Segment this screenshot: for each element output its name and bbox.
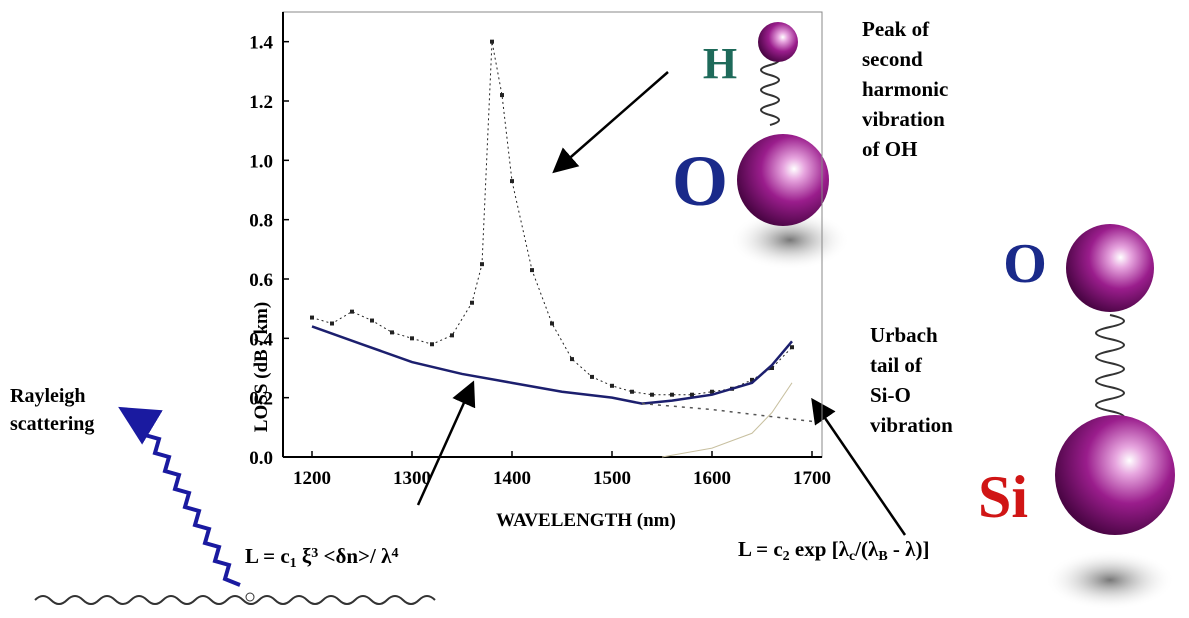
- x-tick-label: 1200: [293, 468, 331, 489]
- data-point: [480, 262, 484, 266]
- annotation-line: scattering: [10, 413, 94, 435]
- data-point: [330, 322, 334, 326]
- data-point: [590, 375, 594, 379]
- data-point: [630, 390, 634, 394]
- scatter-wave: [125, 411, 240, 585]
- atom-label: H: [703, 39, 737, 88]
- data-point: [610, 384, 614, 388]
- y-tick-label: 1.2: [249, 92, 273, 113]
- data-point: [350, 310, 354, 314]
- annotation-line: of OH: [862, 137, 917, 161]
- data-point: [500, 93, 504, 97]
- scatter-center: [246, 593, 254, 601]
- atom-label: O: [672, 141, 728, 221]
- y-axis-label: LOSS (dB / km): [251, 302, 272, 432]
- formula-part: B: [878, 549, 887, 564]
- formula-part: exp [λ: [790, 537, 850, 561]
- x-tick-label: 1300: [393, 468, 431, 489]
- y-tick-label: 0.8: [249, 211, 273, 232]
- formula: L = c2 exp [λc/(λB - λ)]: [738, 537, 929, 564]
- data-point: [510, 179, 514, 183]
- annotation-line: tail of: [870, 353, 923, 377]
- data-point: [530, 268, 534, 272]
- data-point: [410, 336, 414, 340]
- series-line: [642, 404, 812, 422]
- annotation-line: Peak of: [862, 17, 930, 41]
- figure: H O O Si LOSS (dB / km) WAVELENGTH (nm) …: [0, 0, 1189, 618]
- formula-part: 2: [783, 549, 790, 564]
- x-tick-label: 1400: [493, 468, 531, 489]
- data-point: [570, 357, 574, 361]
- y-tick-label: 1.0: [249, 151, 273, 172]
- formula-part: 1: [290, 556, 297, 571]
- annotation-line: second: [862, 47, 923, 71]
- data-point: [430, 342, 434, 346]
- data-point: [550, 322, 554, 326]
- oh-molecule: [730, 22, 850, 270]
- series-line: [312, 326, 792, 403]
- data-point: [310, 316, 314, 320]
- y-tick-label: 1.4: [249, 33, 273, 54]
- annotation-line: vibration: [862, 107, 945, 131]
- annotation-line: Rayleigh: [10, 385, 86, 407]
- x-tick-label: 1700: [793, 468, 831, 489]
- formula-part: - λ)]: [888, 537, 930, 561]
- data-point: [790, 345, 794, 349]
- formula-part: ξ: [297, 544, 312, 568]
- data-point: [470, 301, 474, 305]
- formula-part: 3: [311, 546, 318, 561]
- annotation-line: harmonic: [862, 77, 948, 101]
- formula-part: <δn>/ λ: [318, 544, 392, 568]
- data-point: [390, 330, 394, 334]
- annotation-line: Si-O: [870, 383, 911, 407]
- data-point: [450, 333, 454, 337]
- arrow: [556, 72, 668, 170]
- fiber-chain: [35, 596, 435, 604]
- data-point: [490, 40, 494, 44]
- formula-part: L = c: [245, 544, 290, 568]
- formula-part: L = c: [738, 537, 783, 561]
- formula-part: /(λ: [854, 537, 879, 561]
- data-point: [670, 393, 674, 397]
- data-point: [650, 393, 654, 397]
- data-point: [690, 393, 694, 397]
- x-tick-label: 1600: [693, 468, 731, 489]
- formula: L = c1 ξ3 <δn>/ λ4: [245, 544, 398, 571]
- x-axis-label: WAVELENGTH (nm): [496, 510, 676, 531]
- annotation-line: Urbach: [870, 323, 938, 347]
- y-tick-label: 0.4: [249, 329, 273, 350]
- atom-label: O: [1003, 233, 1047, 295]
- sio-molecule: [1045, 224, 1175, 610]
- atom-label: Si: [978, 464, 1028, 530]
- data-point: [370, 319, 374, 323]
- y-tick-label: 0.0: [249, 448, 273, 469]
- y-tick-label: 0.6: [249, 270, 273, 291]
- y-tick-label: 0.2: [249, 389, 273, 410]
- annotation-line: vibration: [870, 413, 953, 437]
- x-tick-label: 1500: [593, 468, 631, 489]
- formula-part: 4: [391, 546, 398, 561]
- series-line: [662, 383, 792, 457]
